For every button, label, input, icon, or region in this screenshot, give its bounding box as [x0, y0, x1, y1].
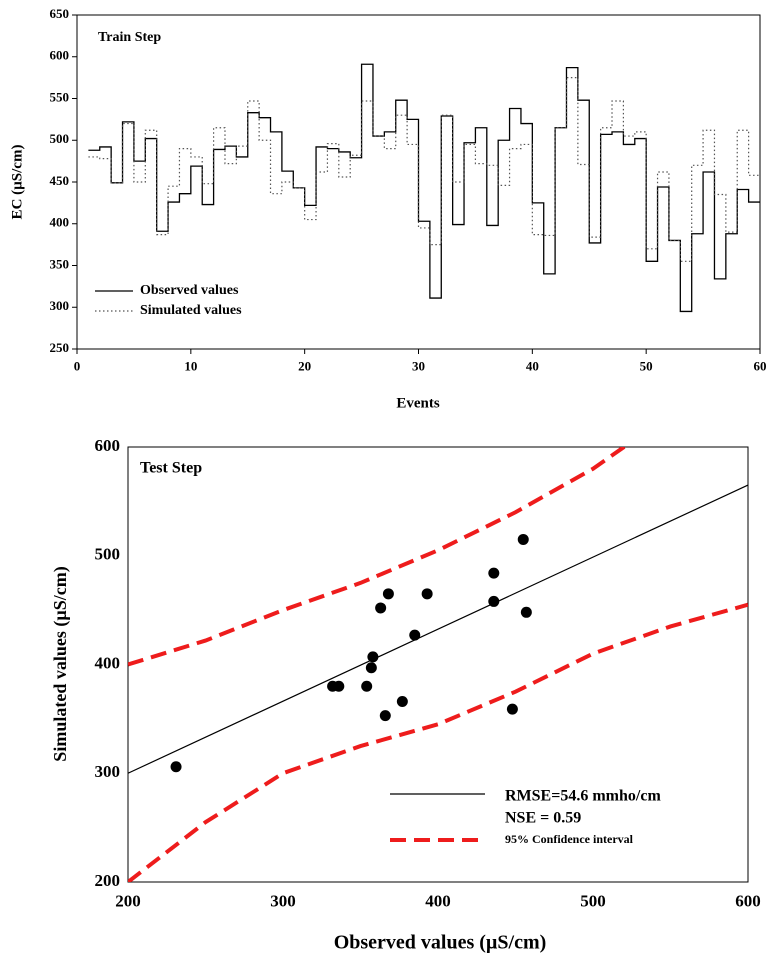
y-tick-label: 450: [50, 173, 70, 188]
legend-label: Observed values: [140, 283, 239, 298]
y-tick-label: 500: [50, 131, 70, 146]
data-point: [521, 607, 532, 618]
data-point: [518, 534, 529, 545]
data-point: [397, 696, 408, 707]
y-tick-label: 600: [50, 48, 70, 63]
data-point: [488, 568, 499, 579]
y-tick-label: 200: [95, 871, 121, 890]
x-tick-label: 600: [735, 891, 761, 910]
data-point: [507, 704, 518, 715]
chart-title: Train Step: [98, 30, 161, 45]
y-tick-label: 350: [50, 256, 70, 271]
y-tick-label: 300: [50, 298, 70, 313]
y-tick-label: 300: [95, 762, 121, 781]
data-point: [422, 588, 433, 599]
x-tick-label: 200: [115, 891, 141, 910]
annotation: NSE = 0.59: [505, 810, 581, 827]
data-point: [409, 630, 420, 641]
x-tick-label: 50: [640, 358, 653, 373]
y-tick-label: 650: [50, 6, 70, 21]
y-tick-label: 600: [95, 436, 121, 455]
x-tick-label: 500: [580, 891, 606, 910]
x-tick-label: 30: [412, 358, 425, 373]
y-axis-label: Simulated values (µS/cm): [50, 566, 71, 761]
chart-title: Test Step: [140, 460, 202, 477]
y-tick-label: 550: [50, 89, 70, 104]
fit-line: [128, 485, 748, 773]
legend-label: Simulated values: [140, 303, 242, 318]
x-axis-label: Observed values (µS/cm): [334, 932, 547, 954]
y-tick-label: 250: [50, 340, 70, 355]
y-tick-label: 400: [50, 215, 70, 230]
data-point: [361, 681, 372, 692]
x-tick-label: 400: [425, 891, 451, 910]
x-tick-label: 60: [754, 358, 766, 373]
x-tick-label: 40: [526, 358, 539, 373]
data-point: [366, 662, 377, 673]
x-tick-label: 20: [298, 358, 311, 373]
data-point: [380, 710, 391, 721]
data-point: [367, 651, 378, 662]
data-point: [383, 588, 394, 599]
legend-label: RMSE=54.6 mmho/cm: [505, 788, 661, 805]
x-tick-label: 10: [184, 358, 197, 373]
y-tick-label: 400: [95, 653, 121, 672]
y-axis-label: EC (µS/cm): [9, 145, 25, 220]
x-tick-label: 300: [270, 891, 296, 910]
y-tick-label: 500: [95, 545, 121, 564]
plot-frame: [128, 447, 748, 882]
data-point: [171, 761, 182, 772]
data-point: [488, 596, 499, 607]
legend-label: 95% Confidence interval: [505, 832, 634, 846]
data-point: [375, 602, 386, 613]
x-axis-label: Events: [396, 395, 440, 411]
step-line: [88, 78, 760, 262]
x-tick-label: 0: [74, 358, 81, 373]
data-point: [333, 681, 344, 692]
step-line: [88, 64, 760, 311]
